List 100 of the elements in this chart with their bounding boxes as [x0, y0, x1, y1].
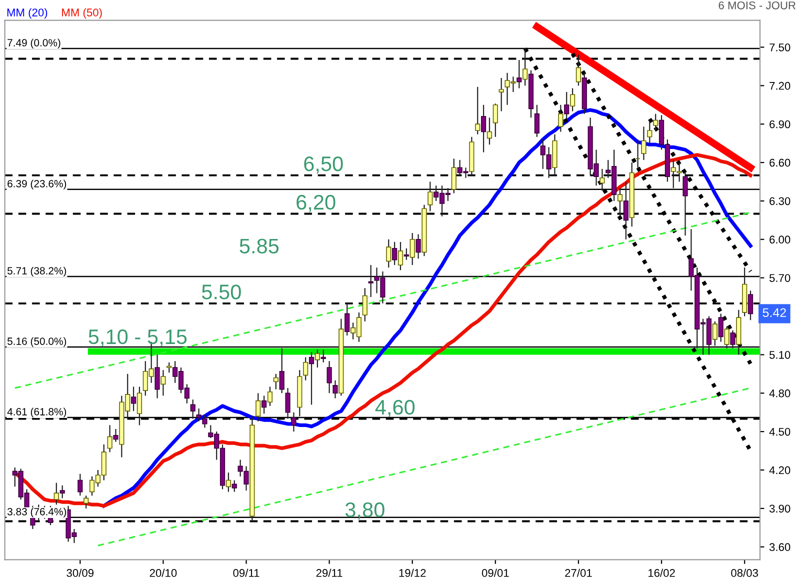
candlestick: [386, 238, 392, 268]
candlestick: [724, 326, 730, 349]
candlestick: [54, 482, 59, 506]
x-tick-label: 27/01: [565, 568, 592, 577]
candlestick: [730, 330, 736, 349]
x-tick-label: 09/11: [233, 568, 260, 577]
candlestick: [273, 373, 278, 390]
candlestick: [136, 386, 142, 426]
annotation: 5.85: [240, 238, 279, 254]
candlestick: [516, 59, 522, 89]
y-tick-label: 3.60: [769, 543, 790, 552]
candlestick: [314, 349, 320, 368]
candlestick: [682, 170, 688, 236]
candlestick: [154, 354, 160, 399]
y-tick-label: 4.20: [769, 466, 790, 474]
candlestick: [617, 188, 623, 217]
candlestick: [647, 120, 652, 144]
candlestick: [160, 370, 166, 396]
y-tick-label: 5.70: [769, 274, 790, 282]
candlestick: [291, 412, 296, 432]
candlestick: [332, 380, 338, 399]
candlestick: [398, 241, 404, 271]
candlestick: [486, 117, 492, 146]
candlestick: [410, 232, 415, 266]
x-tick-label: 09/01: [482, 568, 509, 577]
ref-line-label: 6,20: [296, 194, 336, 212]
candlestick: [113, 428, 118, 442]
candlestick: [522, 48, 528, 86]
candlestick: [78, 473, 83, 496]
candlestick: [256, 392, 261, 422]
candlestick: [196, 408, 202, 422]
candlestick: [498, 77, 504, 112]
candlestick: [718, 313, 724, 342]
candlestick: [480, 104, 486, 153]
candlestick: [623, 181, 628, 240]
candlestick: [60, 484, 65, 499]
candlestick: [84, 495, 89, 510]
candlestick: [653, 113, 658, 132]
text: MM (20): [7, 8, 48, 19]
ref-line-label: 4.61 (61.8%): [7, 408, 66, 418]
candlestick: [600, 168, 605, 192]
text: 6 MOIS - JOUR: [718, 1, 796, 10]
candlestick: [285, 387, 290, 420]
candlestick: [261, 395, 267, 414]
x-tick-label: 20/10: [150, 568, 177, 577]
annotation: 5.42: [762, 308, 786, 318]
candlestick: [368, 264, 374, 298]
candlestick: [190, 398, 196, 420]
ref-line-label: 6.39 (23.6%): [8, 180, 66, 190]
y-tick-label: 6.30: [770, 197, 790, 206]
candlestick: [451, 158, 456, 194]
y-tick-label: 4.80: [769, 389, 790, 398]
candlestick: [392, 241, 398, 266]
band-label: 5,10 - 5,15: [88, 329, 187, 347]
ref-line-label: 3.83 (76.4%): [7, 508, 66, 518]
x-tick-label: 16/02: [648, 568, 675, 577]
candlestick: [564, 91, 570, 120]
candlestick: [428, 181, 433, 212]
candlestick: [226, 472, 232, 492]
x-tick-label: 08/03: [731, 568, 758, 577]
ref-line-label: 5.16 (50.0%): [7, 337, 66, 348]
candlestick: [558, 104, 564, 132]
candlestick: [404, 248, 409, 260]
candlestick: [344, 302, 350, 336]
y-tick-label: 7.20: [770, 82, 790, 90]
candlestick: [748, 290, 754, 321]
y-tick-label: 7.50: [770, 43, 790, 52]
candlestick: [326, 360, 332, 394]
candlestick: [570, 88, 576, 112]
y-tick-label: 6.90: [770, 120, 790, 128]
ref-line-label: 5.71 (38.2%): [7, 266, 66, 277]
candlestick: [267, 386, 273, 407]
candlestick: [576, 54, 582, 86]
candlestick: [492, 103, 498, 138]
candlestick: [416, 234, 421, 260]
ref-line-label: 4,60: [375, 400, 415, 418]
y-tick-label: 6.00: [770, 236, 790, 244]
x-tick-label: 29/11: [316, 568, 342, 577]
candlestick: [362, 288, 368, 322]
candlestick: [202, 414, 208, 428]
candlestick: [279, 348, 284, 394]
candlestick: [712, 320, 718, 346]
candlestick: [232, 480, 237, 492]
candlestick: [308, 352, 314, 406]
candlestick: [303, 356, 308, 381]
candlestick: [130, 386, 136, 412]
candlestick: [534, 104, 540, 138]
x-tick-label: 30/09: [66, 568, 94, 577]
y-tick-label: 5.10: [769, 350, 790, 359]
y-tick-label: 3.90: [769, 504, 790, 513]
ref-line-label: 6,50: [304, 156, 343, 174]
candlestick: [107, 424, 112, 453]
ref-line-label: 5.50: [202, 284, 241, 300]
text: MM (50): [62, 8, 102, 19]
ref-line-label: 3,80: [345, 502, 384, 520]
y-tick-label: 6.60: [770, 158, 790, 167]
candlestick: [641, 126, 646, 161]
x-tick-label: 19/12: [399, 568, 426, 577]
y-tick-label: 4.50: [769, 428, 790, 436]
ref-line-label: 7.49 (0.0%): [8, 38, 60, 48]
